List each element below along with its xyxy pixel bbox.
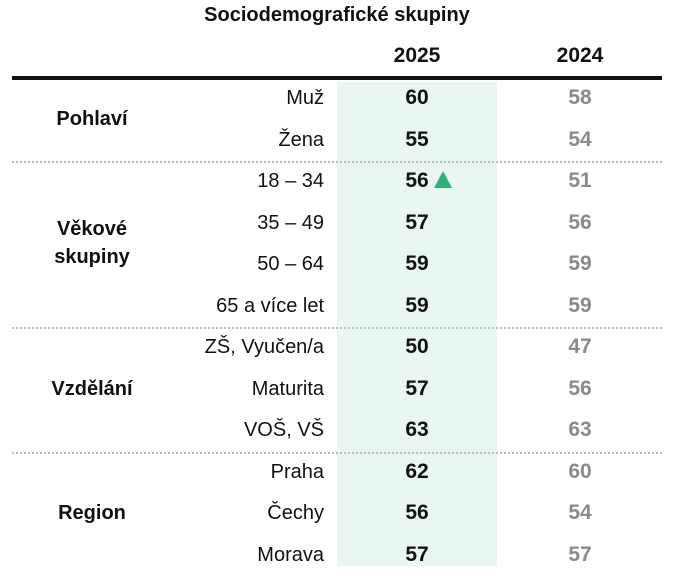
up-triangle-icon [434, 171, 452, 188]
value-2024: 54 [568, 501, 592, 524]
group-label: Region [58, 502, 126, 524]
column-2025-highlight [337, 82, 497, 566]
row-label: Praha [270, 460, 324, 483]
group-separator [12, 451, 662, 454]
value-2025: 62 [405, 459, 429, 483]
value-2024: 60 [568, 459, 592, 483]
value-2025: 57 [405, 542, 429, 566]
group-label: Vzdělání [51, 377, 133, 400]
row-label: VOŠ, VŠ [243, 419, 324, 441]
value-2025: 50 [405, 335, 429, 358]
value-2024: 56 [568, 376, 592, 400]
group-separator [12, 161, 662, 164]
header-rule [12, 76, 662, 80]
value-2025: 57 [405, 376, 429, 400]
row-label: Čechy [267, 502, 324, 524]
value-2024: 63 [568, 418, 592, 441]
value-2024: 59 [568, 293, 592, 317]
row-label: Muž [286, 87, 324, 109]
value-2025: 59 [405, 252, 429, 275]
value-2024: 54 [568, 127, 592, 151]
row-label: 65 a více let [216, 294, 324, 317]
value-2024: 58 [568, 86, 592, 109]
value-2025: 56 [405, 501, 429, 524]
row-label: 18 – 34 [257, 170, 324, 192]
value-2025: 57 [405, 210, 429, 234]
value-2025: 63 [405, 418, 429, 441]
column-header-2024: 2024 [556, 44, 604, 67]
value-2024: 59 [568, 252, 592, 275]
value-2025: 55 [405, 127, 429, 151]
value-2024: 47 [568, 335, 592, 358]
row-label: Morava [257, 543, 324, 566]
value-2025: 56 [405, 169, 429, 192]
row-label: Žena [278, 128, 324, 151]
row-label: Maturita [251, 377, 324, 400]
row-label: 35 – 49 [257, 211, 324, 234]
table-title: Sociodemografické skupiny [204, 4, 470, 26]
value-2025: 60 [405, 86, 429, 109]
row-label: ZŠ, Vyučen/a [204, 336, 324, 358]
value-2025: 59 [405, 293, 429, 317]
group-separator [12, 327, 662, 330]
column-header-2025: 2025 [393, 44, 441, 67]
value-2024: 57 [568, 542, 592, 566]
value-2024: 51 [568, 169, 592, 192]
row-label: 50 – 64 [257, 253, 324, 275]
value-2024: 56 [568, 210, 592, 234]
group-label: Věkové skupiny [54, 218, 130, 269]
group-label: Pohlaví [56, 107, 128, 130]
